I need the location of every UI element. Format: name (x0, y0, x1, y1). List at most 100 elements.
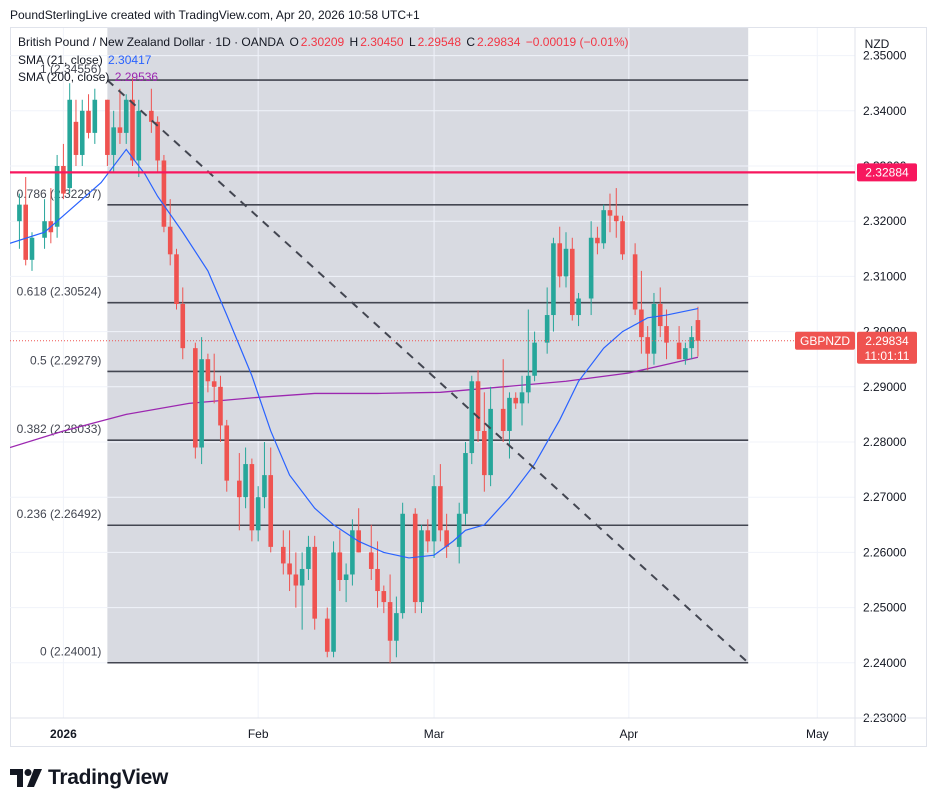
candle-body (86, 110, 91, 133)
candle-body (237, 480, 242, 498)
candle-body (218, 386, 223, 426)
candle-body (463, 453, 468, 514)
candle-body (444, 530, 449, 547)
candle-body (532, 342, 537, 376)
open-value: 2.30209 (300, 35, 345, 49)
candle-body (193, 348, 198, 448)
candle-body (149, 110, 154, 122)
candle-body (595, 237, 600, 244)
candle-body (105, 99, 110, 155)
y-tick-label: 2.31000 (863, 269, 907, 283)
candle-body (243, 464, 248, 498)
symbol-tag-bg (795, 331, 855, 350)
candle-body (306, 546, 311, 569)
fib-level-label: 0.236 (2.26492) (17, 507, 102, 521)
candle-body (343, 574, 349, 580)
candle-body (557, 243, 563, 277)
candle-body (29, 237, 35, 260)
candle-body (676, 342, 682, 360)
candle-body (287, 563, 292, 575)
fib-level-label: 1 (2.34556) (40, 62, 101, 76)
candle-body (23, 204, 29, 260)
candle-body (569, 248, 575, 316)
candle-body (563, 248, 569, 277)
y-tick-label: 2.28000 (863, 435, 907, 449)
candle-body (280, 546, 286, 564)
candle-body (588, 237, 594, 299)
candle-body (174, 254, 179, 304)
symbol-tag-text: GBPNZD (800, 334, 850, 348)
candle-body (375, 568, 380, 592)
candle-body (601, 210, 606, 244)
candle-body (645, 337, 650, 354)
x-tick-label: Mar (424, 727, 445, 741)
fib-level-label: 0.618 (2.30524) (17, 285, 102, 299)
sma21-legend[interactable]: SMA (21, close) 2.30417 (18, 53, 153, 67)
candle-body (576, 298, 581, 316)
high-value: 2.30450 (360, 35, 404, 49)
candle-body (387, 602, 393, 641)
candle-body (651, 304, 657, 354)
low-value: 2.29548 (417, 35, 462, 49)
level-tag-text: 2.32884 (865, 165, 909, 179)
price-tag-text: 2.29834 (865, 334, 909, 348)
candle-body (350, 530, 355, 575)
candle-body (136, 110, 142, 161)
candle-body (438, 486, 443, 531)
countdown-text: 11:01:11 (865, 349, 910, 363)
symbol-title: British Pound / New Zealand Dollar · 1D … (18, 35, 285, 49)
candle-body (632, 254, 638, 310)
high-label: H (349, 35, 359, 49)
sma200-label: SMA (200, close) (18, 70, 110, 84)
fib-level-label: 0.5 (2.29279) (30, 353, 101, 367)
candle-body (255, 497, 261, 531)
candle-body (331, 552, 336, 652)
candle-body (224, 425, 230, 481)
candle-body (337, 552, 343, 580)
candle-body (180, 304, 186, 349)
x-tick-label: Apr (619, 727, 638, 741)
candle-body (519, 392, 525, 404)
candle-body (123, 99, 129, 133)
candle-body (161, 160, 167, 227)
candle-body (544, 315, 550, 343)
close-label: C (466, 35, 476, 49)
candle-body (262, 475, 267, 498)
candle-body (130, 99, 135, 161)
candle-body (456, 513, 462, 547)
candle-body (689, 337, 694, 349)
candle-body (551, 243, 556, 316)
tradingview-logo[interactable]: TradingView (10, 765, 168, 791)
candle-body (42, 221, 47, 238)
candle-body (155, 121, 160, 161)
y-tick-label: 2.29000 (863, 380, 907, 394)
candle-body (73, 121, 79, 155)
candle-body (167, 226, 173, 255)
candle-body (394, 613, 399, 641)
candle-body (695, 320, 701, 341)
candle-body (475, 381, 481, 431)
candle-body (431, 486, 437, 542)
candle-body (513, 397, 519, 404)
trendline (106, 79, 749, 664)
currency-button[interactable]: NZD (864, 37, 890, 51)
candle-body (211, 381, 217, 387)
sma200-legend[interactable]: SMA (200, close) 2.29536 (18, 70, 160, 84)
candle-body (613, 215, 619, 222)
candle-body (664, 326, 669, 343)
x-tick-label: 2026 (50, 727, 77, 741)
change-value: −0.00019 (−0.01%) (525, 35, 629, 49)
candle-body (482, 430, 487, 476)
candle-body (61, 166, 66, 194)
candle-body (312, 546, 318, 619)
candle-body (92, 99, 98, 133)
candle-body (79, 110, 85, 155)
candle-body (683, 348, 688, 360)
fib-level-label: 0 (2.24001) (40, 645, 101, 659)
candle-body (469, 381, 475, 454)
y-tick-label: 2.35000 (863, 49, 907, 63)
level-tag-bg (857, 163, 917, 182)
low-label: L (408, 35, 416, 49)
sma200-line (10, 356, 699, 449)
